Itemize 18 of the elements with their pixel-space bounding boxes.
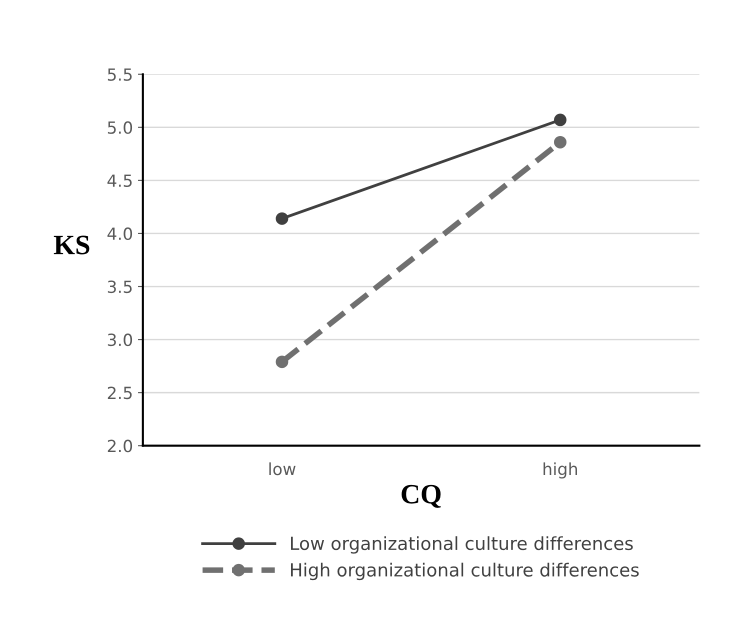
- point: [554, 136, 566, 148]
- y-tick-label: 5.5: [108, 68, 132, 81]
- y-tick-label: 5.0: [108, 121, 132, 134]
- y-tick-label: 4.5: [107, 174, 132, 187]
- point: [276, 212, 288, 225]
- legend-label: Low organizational culture differences: [291, 536, 633, 554]
- y-tick-label: 3.5: [108, 280, 132, 294]
- y-tick-label: 2.0: [108, 440, 132, 452]
- y-axis-title: KS: [54, 236, 90, 254]
- point: [276, 356, 288, 368]
- x-axis-title: CQ: [402, 484, 441, 508]
- x-tick-label: low: [269, 462, 296, 476]
- y-tick-label: 3.0: [108, 334, 132, 346]
- y-tick-label: 4.0: [107, 227, 132, 240]
- point: [554, 114, 566, 126]
- legend-label: High organizational culture differences: [291, 562, 639, 580]
- y-tick-label: 2.5: [108, 386, 132, 400]
- x-tick-label: high: [544, 462, 577, 478]
